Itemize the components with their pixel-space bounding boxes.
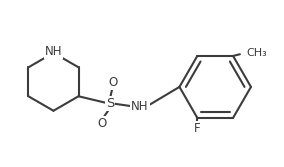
Text: O: O <box>108 76 117 89</box>
Text: F: F <box>194 122 201 135</box>
Text: CH₃: CH₃ <box>247 48 268 58</box>
Text: S: S <box>106 97 114 110</box>
Text: NH: NH <box>131 100 149 113</box>
Text: NH: NH <box>45 45 62 58</box>
Text: O: O <box>98 117 107 130</box>
